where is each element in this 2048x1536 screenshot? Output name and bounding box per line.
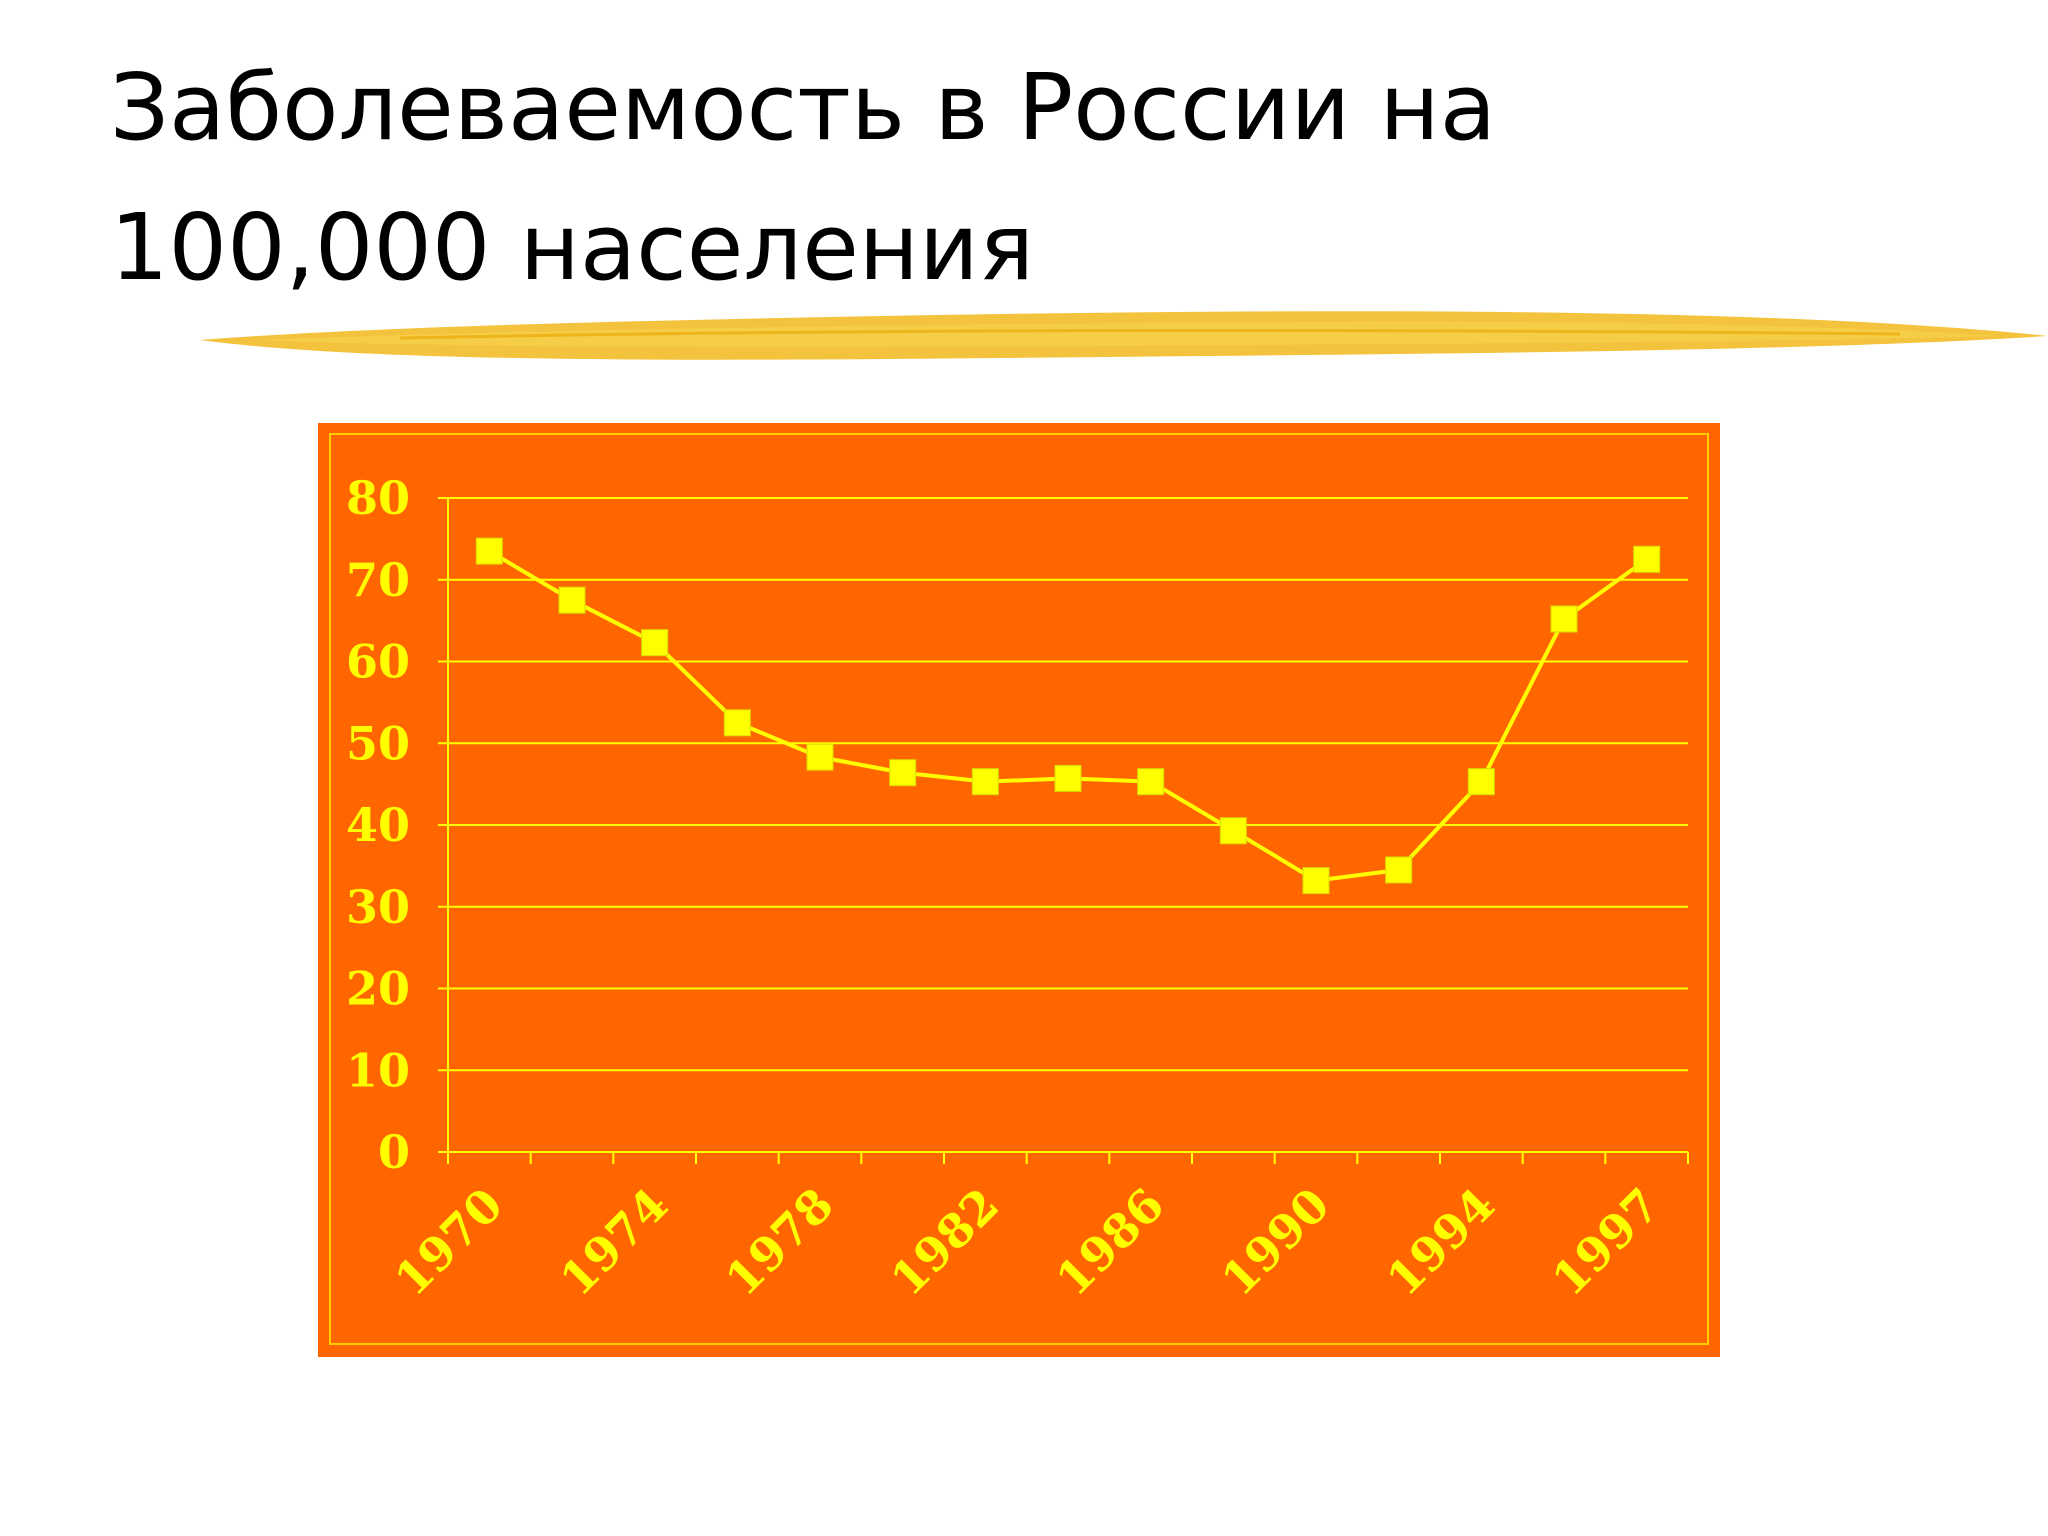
data-series [475,537,1661,895]
data-point-1 [558,586,586,614]
data-point-6 [971,768,999,796]
data-point-7 [1054,764,1082,792]
slide-title: Заболеваемость в России на 100,000 насел… [110,38,1810,318]
y-tick-label-3: 30 [346,880,410,934]
data-point-5 [889,759,917,787]
y-tick-label-6: 60 [346,635,410,689]
data-point-12 [1467,768,1495,796]
y-tick-label-0: 0 [378,1125,410,1179]
data-point-0 [475,537,503,565]
data-point-4 [806,743,834,771]
y-tick-label-7: 70 [346,553,410,607]
y-tick-label-8: 80 [346,471,410,525]
y-tick-label-4: 40 [346,798,410,852]
y-tick-labels: 0 10 20 30 40 50 60 70 80 [346,471,410,1179]
y-tick-label-1: 10 [346,1043,410,1097]
data-point-11 [1385,856,1413,884]
y-tick-label-5: 50 [346,716,410,770]
slide-title-line-2: 100,000 населения [110,194,1035,301]
slide-title-line-1: Заболеваемость в России на [110,54,1497,161]
data-point-9 [1219,817,1247,845]
brush-stroke-decoration [200,311,2048,360]
data-point-14 [1633,545,1661,573]
chart-border [329,433,1709,1345]
data-point-13 [1550,605,1578,633]
chart-area [318,423,1720,1357]
data-point-8 [1137,768,1165,796]
data-point-3 [723,709,751,737]
grid-lines [448,497,1688,1072]
data-point-10 [1302,867,1330,895]
data-point-2 [641,629,669,657]
axes [438,497,1689,1164]
y-tick-label-2: 20 [346,962,410,1016]
